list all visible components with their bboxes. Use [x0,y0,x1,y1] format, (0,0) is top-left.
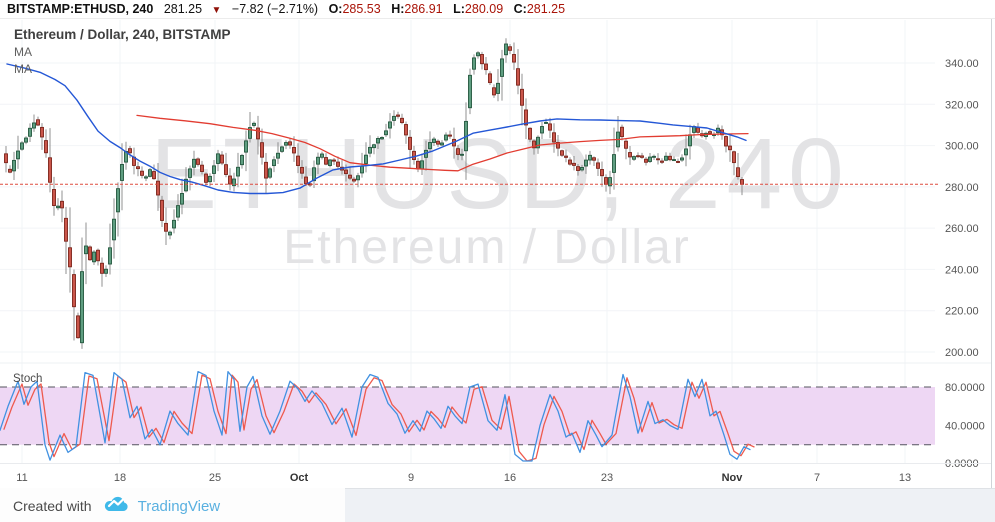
stoch-pane-label[interactable]: Stoch [13,373,43,385]
watermark-symbol: ETHUSD, 240 [150,118,850,230]
tradingview-logo-icon [104,495,131,517]
chart-legend: Ethereum / Dollar, 240, BITSTAMP MA MA [14,27,231,76]
time-axis-label: 18 [114,472,126,484]
close-label: C: [513,2,527,16]
time-axis-label: 25 [209,472,221,484]
price-axis-label: 340.00 [945,58,979,70]
legend-title: Ethereum / Dollar, 240, BITSTAMP [14,27,231,42]
time-axis-label: 13 [899,472,911,484]
symbol-name: BITSTAMP:ETHUSD, 240 [7,2,154,16]
time-axis-label: Nov [722,472,744,484]
time-axis-label: 9 [408,472,414,484]
time-axis-label: 23 [601,472,613,484]
created-with-label: Created with [13,498,92,514]
price-change: −7.82 (−2.71%) [231,2,319,16]
high-value: 286.91 [404,2,443,16]
symbol-info-bar: BITSTAMP:ETHUSD, 240 281.25 ▼ −7.82 (−2.… [0,0,995,19]
footer-card [0,488,345,522]
time-axis-label: Oct [290,472,309,484]
price-axis-label: 280.00 [945,182,979,194]
low-value: 280.09 [464,2,504,16]
open-label: O: [328,2,343,16]
tradingview-brand-link[interactable]: TradingView [137,497,221,515]
price-axis[interactable]: 340.00 320.00 300.00 280.00 260.00 240.00 220.… [16,58,984,484]
price-axis-label: 260.00 [945,223,979,235]
price-axis-label: 200.00 [945,347,979,359]
last-price: 281.25 [163,2,203,16]
time-axis-label: 16 [504,472,516,484]
price-axis-label: 300.00 [945,141,979,153]
time-axis-label: 7 [814,472,820,484]
footer: Created with TradingView [0,488,995,522]
ma-indicator-label-2[interactable]: MA [14,62,32,76]
price-axis-label: 240.00 [945,264,979,276]
ma-indicator-label-1[interactable]: MA [14,45,32,59]
stoch-axis-label: 40.0000 [945,421,985,433]
stoch-axis-label: 80.0000 [945,382,985,394]
low-label: L: [453,2,465,16]
open-value: 285.53 [342,2,381,16]
down-arrow-icon: ▼ [211,5,222,16]
price-axis-label: 320.00 [945,99,979,111]
price-axis-label: 220.00 [945,306,979,318]
watermark-name: Ethereum / Dollar [283,221,690,274]
time-axis-label: 11 [16,472,27,484]
close-value: 281.25 [526,2,566,16]
high-label: H: [391,2,405,16]
